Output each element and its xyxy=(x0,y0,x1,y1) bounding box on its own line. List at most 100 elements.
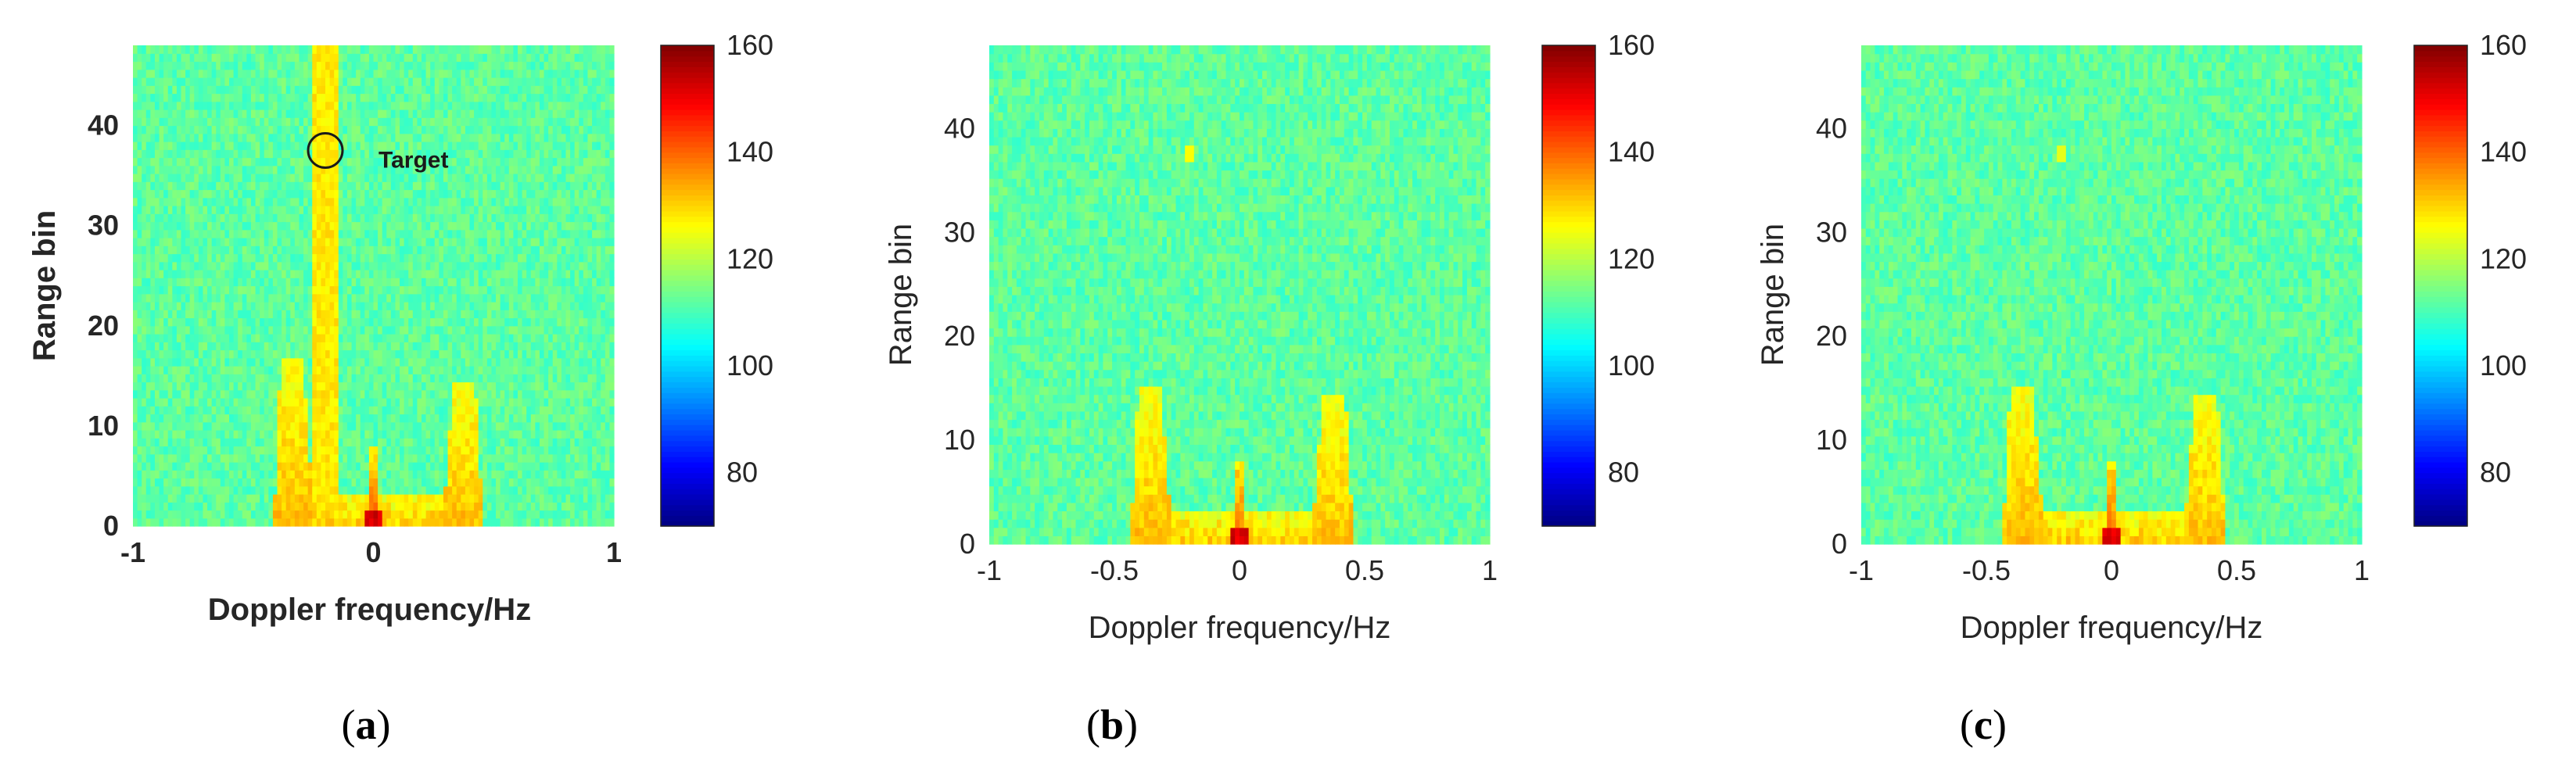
heatmap-cell xyxy=(364,310,370,319)
heatmap-cell xyxy=(268,253,274,263)
heatmap-cell xyxy=(277,438,282,447)
heatmap-cell xyxy=(500,502,505,511)
heatmap-cell xyxy=(518,470,523,479)
heatmap-cell xyxy=(548,221,554,231)
heatmap-cell xyxy=(474,478,479,487)
heatmap-cell xyxy=(486,334,493,342)
heatmap-cell xyxy=(238,334,243,342)
heatmap-cell xyxy=(452,206,457,214)
heatmap-cell xyxy=(461,494,466,503)
heatmap-cell xyxy=(535,421,540,431)
heatmap-cell xyxy=(474,334,479,342)
heatmap-cell xyxy=(465,278,471,287)
heatmap-cell xyxy=(583,293,589,303)
heatmap-cell xyxy=(181,389,186,399)
heatmap-cell xyxy=(198,398,204,406)
heatmap-cell xyxy=(220,478,226,487)
heatmap-cell xyxy=(386,406,392,415)
heatmap-cell xyxy=(137,478,142,487)
heatmap-cell xyxy=(465,438,471,447)
heatmap-cell xyxy=(181,510,186,519)
heatmap-cell xyxy=(216,342,221,351)
heatmap-cell xyxy=(329,293,335,303)
heatmap-cell xyxy=(526,325,532,335)
heatmap-cell xyxy=(390,414,396,423)
heatmap-cell xyxy=(439,453,444,463)
heatmap-cell xyxy=(325,213,331,223)
heatmap-cell xyxy=(321,293,326,303)
heatmap-cell xyxy=(211,213,217,223)
heatmap-cell xyxy=(500,334,505,342)
heatmap-cell xyxy=(378,414,383,423)
heatmap-cell xyxy=(142,229,147,238)
heatmap-cell xyxy=(478,270,483,278)
heatmap-cell xyxy=(321,278,326,287)
heatmap-cell xyxy=(417,270,422,278)
heatmap-cell xyxy=(238,293,243,303)
heatmap-cell xyxy=(167,398,173,406)
heatmap-cell xyxy=(452,414,457,423)
heatmap-cell xyxy=(189,270,195,278)
heatmap-cell xyxy=(500,174,505,182)
heatmap-cell xyxy=(579,293,584,303)
heatmap-cell xyxy=(312,334,318,342)
heatmap-cell xyxy=(434,518,439,527)
heatmap-cell xyxy=(456,389,461,399)
heatmap-cell xyxy=(422,229,427,238)
heatmap-cell xyxy=(535,357,540,367)
heatmap-cell xyxy=(364,485,370,495)
heatmap-cell xyxy=(579,406,584,415)
heatmap-cell xyxy=(260,414,265,423)
heatmap-cell xyxy=(343,349,348,359)
heatmap-cell xyxy=(425,421,431,431)
heatmap-cell xyxy=(434,485,439,495)
heatmap-cell xyxy=(312,421,318,431)
heatmap-cell xyxy=(246,446,252,455)
heatmap-cell xyxy=(142,189,147,199)
heatmap-cell xyxy=(150,206,156,214)
heatmap-cell xyxy=(408,357,414,367)
heatmap-cell xyxy=(544,421,549,431)
heatmap-cell xyxy=(268,278,274,287)
heatmap-cell xyxy=(167,518,173,527)
heatmap-cell xyxy=(373,421,379,431)
heatmap-cell xyxy=(334,406,339,415)
heatmap-cell xyxy=(198,181,204,191)
heatmap-cell xyxy=(539,414,545,423)
heatmap-cell xyxy=(579,221,584,231)
heatmap-cell xyxy=(172,302,178,310)
heatmap-cell xyxy=(544,389,549,399)
heatmap-cell xyxy=(364,389,370,399)
heatmap-cell xyxy=(142,325,147,335)
heatmap-cell xyxy=(434,453,439,463)
heatmap-cell xyxy=(386,518,392,527)
heatmap-cell xyxy=(238,357,243,367)
heatmap-cell xyxy=(238,229,243,238)
heatmap-cell xyxy=(587,374,593,383)
heatmap-cell xyxy=(447,342,453,351)
heatmap-cell xyxy=(137,389,142,399)
heatmap-cell xyxy=(172,270,178,278)
heatmap-cell xyxy=(133,462,138,471)
heatmap-cell xyxy=(224,213,230,223)
heatmap-cell xyxy=(185,310,191,319)
heatmap-cell xyxy=(596,270,601,278)
heatmap-cell xyxy=(504,366,510,374)
heatmap-cell xyxy=(189,389,195,399)
heatmap-cell xyxy=(474,421,479,431)
heatmap-cell xyxy=(422,510,427,519)
heatmap-cell xyxy=(579,485,584,495)
heatmap-cell xyxy=(535,462,540,471)
heatmap-cell xyxy=(137,421,142,431)
heatmap-cell xyxy=(338,478,343,487)
heatmap-cell xyxy=(439,494,444,503)
heatmap-cell xyxy=(224,357,230,367)
heatmap-cell xyxy=(351,494,357,503)
heatmap-cell xyxy=(408,238,414,246)
heatmap-cell xyxy=(211,165,217,174)
heatmap-cell xyxy=(425,270,431,278)
heatmap-cell xyxy=(255,325,260,335)
heatmap-cell xyxy=(561,357,567,367)
heatmap-cell xyxy=(430,357,436,367)
heatmap-cell xyxy=(601,293,606,303)
